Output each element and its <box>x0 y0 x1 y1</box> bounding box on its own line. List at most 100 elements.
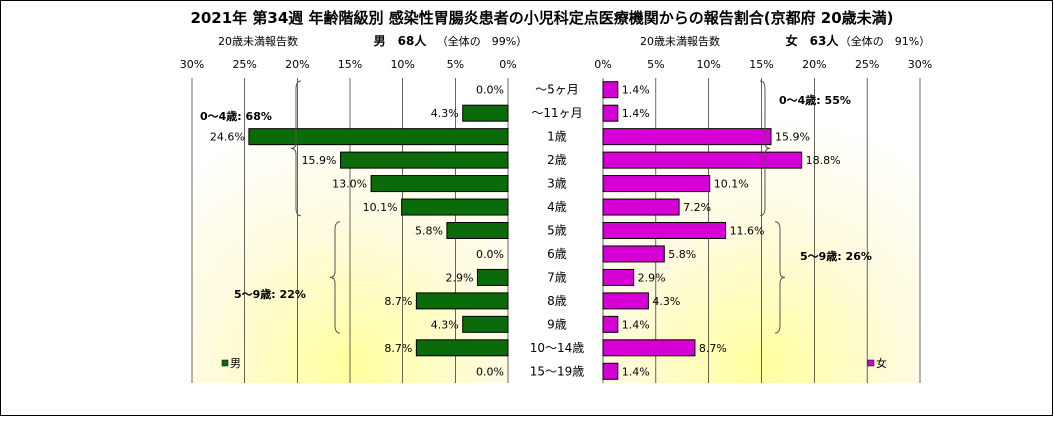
right-header-sub: 20歳未満報告数 <box>640 35 720 48</box>
bar-female <box>602 222 727 239</box>
bar-female <box>602 81 619 99</box>
bar-male <box>248 128 509 146</box>
category-labels: ～5ヶ月 ～11ヶ月 1歳 2歳 3歳 4歳 5歳 6歳 7歳 8歳 9歳 10～14歳 15～19歳 <box>530 83 585 379</box>
right-tick-label: 0% <box>594 58 611 71</box>
bar-female <box>602 128 772 146</box>
left-bracket-label: 0～4歳: 68% <box>200 109 272 123</box>
bar-female <box>602 198 680 216</box>
right-header-main: 女 63人 <box>786 33 840 48</box>
right-bracket <box>759 80 771 217</box>
data-label-male: 24.6% <box>210 131 245 144</box>
category-label: ～5ヶ月 <box>535 83 579 97</box>
left-panel: 30% 25% 20% 15% 10% 5% 0% 20歳未満報告数 男 68人 （全体の 99%… <box>180 33 527 383</box>
data-label-male: 10.1% <box>363 201 398 214</box>
bar-female <box>602 362 619 380</box>
data-label-female: 15.9% <box>775 131 810 144</box>
left-tick-label: 5% <box>447 58 464 71</box>
bar-male <box>462 104 509 122</box>
data-label-male: 4.3% <box>431 107 459 120</box>
category-label: 7歳 <box>547 270 567 284</box>
data-label-male: 4.3% <box>431 318 459 331</box>
left-bracket-label: 5～9歳: 22% <box>234 287 306 301</box>
right-tick-label: 10% <box>696 58 720 71</box>
bar-female <box>602 268 635 286</box>
category-label: ～11ヶ月 <box>531 106 582 120</box>
left-header-main: 男 68人 <box>374 33 428 48</box>
female-legend-label: 女 <box>876 356 887 370</box>
category-label: 6歳 <box>547 247 567 261</box>
category-label: 15～19歳 <box>530 364 585 378</box>
bar-male <box>415 292 509 310</box>
male-legend-swatch <box>221 359 229 367</box>
data-label-male: 8.7% <box>384 295 412 308</box>
male-legend-label: 男 <box>230 357 241 370</box>
data-label-male: 15.9% <box>302 154 337 167</box>
right-tick-label: 25% <box>855 58 879 71</box>
left-header-sub: 20歳未満報告数 <box>218 35 298 48</box>
data-label-female: 4.3% <box>652 295 680 308</box>
bar-female <box>602 339 696 357</box>
data-label-female: 18.8% <box>806 154 841 167</box>
bar-male <box>476 268 509 286</box>
left-bracket <box>329 221 341 334</box>
bar-female <box>602 151 803 169</box>
category-label: 4歳 <box>547 200 567 214</box>
left-header-note: （全体の 99%） <box>437 34 527 48</box>
bar-male <box>446 222 509 239</box>
left-tick-label: 30% <box>180 58 204 71</box>
data-label-female: 1.4% <box>622 318 650 331</box>
category-label: 1歳 <box>547 130 567 144</box>
bar-male <box>370 175 509 193</box>
data-label-female: 5.8% <box>668 248 696 261</box>
right-bracket-label: 5～9歳: 26% <box>800 249 872 263</box>
data-label-male: 0.0% <box>476 365 504 378</box>
category-label: 2歳 <box>547 153 567 167</box>
data-label-male: 0.0% <box>476 248 504 261</box>
right-panel: 0% 5% 10% 15% 20% 25% 30% 20歳未満報告数 女 63人 （全体の 91%… <box>594 33 932 383</box>
left-tick-label: 20% <box>285 58 309 71</box>
data-label-female: 8.7% <box>699 342 727 355</box>
category-label: 3歳 <box>547 177 567 191</box>
right-tick-label: 30% <box>908 58 932 71</box>
chart-title: 2021年 第34週 年齢階級別 感染性胃腸炎患者の小児科定点医療機関からの報告… <box>190 9 893 27</box>
bar-female <box>602 175 711 193</box>
category-label: 9歳 <box>547 317 567 331</box>
left-bracket <box>290 80 302 217</box>
right-bracket <box>774 221 786 334</box>
right-bracket-label: 0～4歳: 55% <box>779 93 851 107</box>
bar-male <box>462 315 509 333</box>
data-label-male: 8.7% <box>384 342 412 355</box>
data-label-male: 5.8% <box>415 225 443 238</box>
category-label: 10～14歳 <box>530 341 585 355</box>
data-label-female: 1.4% <box>622 365 650 378</box>
data-label-female: 2.9% <box>638 271 666 284</box>
bar-male <box>340 151 509 169</box>
female-legend-swatch <box>867 359 875 367</box>
left-tick-label: 25% <box>232 58 256 71</box>
category-label: 8歳 <box>547 294 567 308</box>
bar-female <box>602 315 619 333</box>
data-label-female: 10.1% <box>714 178 749 191</box>
bar-male <box>415 339 509 357</box>
right-tick-label: 20% <box>802 58 826 71</box>
right-header-note: （全体の 91%） <box>840 34 930 48</box>
bar-female <box>602 292 649 310</box>
bar-male <box>401 198 509 216</box>
bar-female <box>602 245 665 263</box>
left-tick-label: 15% <box>338 58 362 71</box>
bar-female <box>602 104 619 122</box>
left-tick-label: 0% <box>499 58 516 71</box>
data-label-male: 13.0% <box>332 178 367 191</box>
data-label-female: 11.6% <box>730 225 765 238</box>
data-label-male: 2.9% <box>446 271 474 284</box>
left-tick-label: 10% <box>390 58 414 71</box>
data-label-female: 7.2% <box>683 201 711 214</box>
data-label-female: 1.4% <box>622 84 650 97</box>
category-label: 5歳 <box>547 224 567 238</box>
right-tick-label: 5% <box>647 58 664 71</box>
data-label-male: 0.0% <box>476 84 504 97</box>
right-tick-label: 15% <box>749 58 773 71</box>
data-label-female: 1.4% <box>622 107 650 120</box>
